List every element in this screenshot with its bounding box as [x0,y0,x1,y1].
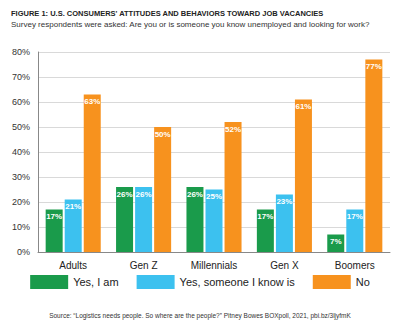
svg-text:60%: 60% [12,97,30,107]
svg-text:20%: 20% [12,197,30,207]
svg-text:17%: 17% [257,212,273,221]
svg-text:26%: 26% [117,190,133,199]
svg-text:21%: 21% [65,202,81,211]
svg-text:80%: 80% [12,47,30,57]
svg-text:Yes, I am: Yes, I am [73,276,118,288]
svg-text:52%: 52% [225,125,241,134]
svg-text:Gen X: Gen X [270,260,299,271]
svg-text:61%: 61% [295,102,311,111]
svg-text:Survey respondents were asked:: Survey respondents were asked: Are you o… [11,20,370,29]
svg-text:26%: 26% [187,190,203,199]
svg-text:Millennials: Millennials [191,260,238,271]
svg-text:Yes, someone I know is: Yes, someone I know is [180,276,296,288]
svg-text:77%: 77% [366,62,382,71]
svg-text:17%: 17% [46,212,62,221]
svg-text:50%: 50% [155,130,171,139]
svg-text:0%: 0% [17,247,30,257]
svg-text:No: No [356,276,370,288]
svg-text:10%: 10% [12,222,30,232]
svg-text:70%: 70% [12,72,30,82]
svg-text:50%: 50% [12,122,30,132]
svg-text:63%: 63% [84,97,100,106]
svg-text:17%: 17% [347,212,363,221]
svg-text:40%: 40% [12,147,30,157]
svg-text:26%: 26% [136,190,152,199]
svg-text:30%: 30% [12,172,30,182]
svg-text:Gen Z: Gen Z [130,260,158,271]
svg-text:Adults: Adults [59,260,87,271]
svg-text:Source: “Logistics needs peopl: Source: “Logistics needs people. So wher… [49,312,351,320]
svg-text:FIGURE 1: U.S. CONSUMERS' ATTI: FIGURE 1: U.S. CONSUMERS' ATTITUDES AND … [11,9,323,18]
svg-text:7%: 7% [330,237,342,246]
svg-text:25%: 25% [206,192,222,201]
svg-text:Boomers: Boomers [335,260,375,271]
svg-text:23%: 23% [276,197,292,206]
